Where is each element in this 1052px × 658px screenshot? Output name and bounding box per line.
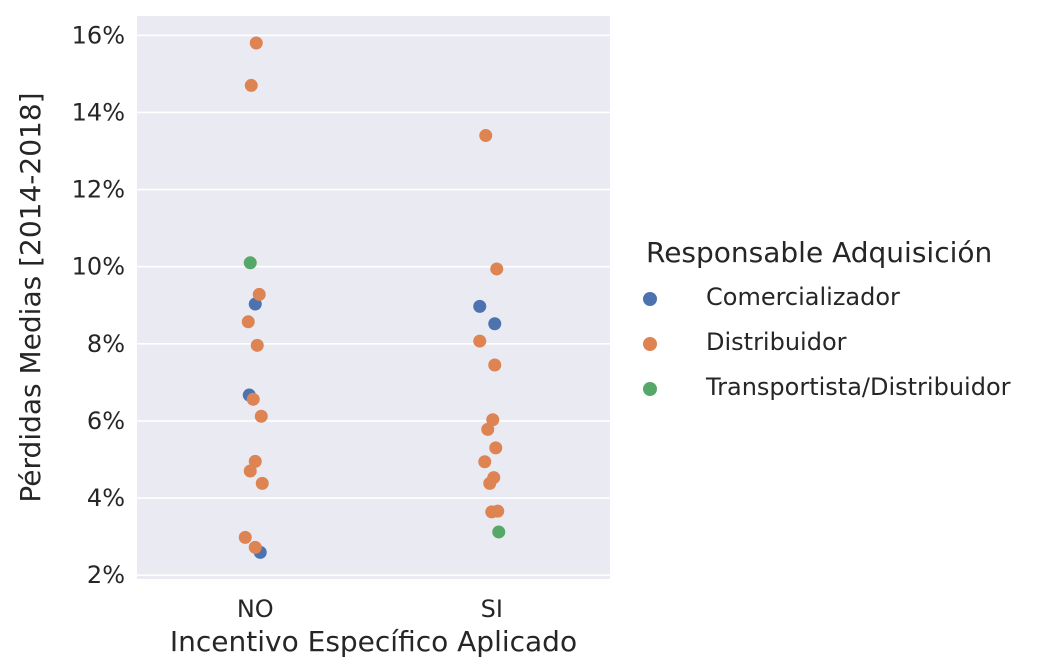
data-point <box>473 334 487 348</box>
y-tick-label: 4% <box>87 484 125 512</box>
y-tick-labels: 2% 4% 6% 8% 10% 12% 14% 16% <box>72 21 125 589</box>
data-point <box>485 505 499 519</box>
data-point <box>483 476 497 490</box>
data-point <box>248 454 262 468</box>
legend-marker <box>643 337 657 351</box>
data-point <box>250 338 264 352</box>
legend-label: Distribuidor <box>706 328 847 356</box>
y-tick-label: 2% <box>87 561 125 589</box>
y-tick-label: 10% <box>72 253 125 281</box>
x-axis-label: Incentivo Específico Aplicado <box>170 625 577 658</box>
legend-title: Responsable Adquisición <box>646 236 992 269</box>
data-point <box>244 78 258 92</box>
data-point <box>243 256 257 270</box>
plot-background <box>137 16 610 579</box>
data-point <box>241 315 255 329</box>
data-point <box>479 129 493 143</box>
y-tick-label: 8% <box>87 330 125 358</box>
data-point <box>246 392 260 406</box>
data-point <box>255 476 269 490</box>
data-point <box>249 36 263 50</box>
data-point <box>486 413 500 427</box>
legend-items: Comercializador Distribuidor Transportista… <box>643 283 1011 401</box>
data-point <box>481 422 495 436</box>
x-tick-label: NO <box>237 595 274 623</box>
data-point <box>254 409 268 423</box>
legend: Responsable Adquisición Comercializador D… <box>643 236 1011 401</box>
data-point <box>252 287 266 301</box>
data-point <box>488 358 502 372</box>
legend-marker <box>643 382 657 396</box>
data-point <box>488 317 502 331</box>
y-tick-label: 12% <box>72 176 125 204</box>
y-axis-label: Pérdidas Medias [2014-2018] <box>14 92 47 502</box>
grid-lines <box>137 34 610 576</box>
y-tick-label: 6% <box>87 407 125 435</box>
y-tick-label: 14% <box>72 98 125 126</box>
x-tick-label: SI <box>481 595 503 623</box>
data-point <box>492 525 506 539</box>
data-point <box>490 262 504 276</box>
data-point <box>478 455 492 469</box>
legend-marker <box>643 292 657 306</box>
data-point <box>248 540 262 554</box>
y-tick-label: 16% <box>72 21 125 49</box>
legend-label: Comercializador <box>706 283 900 311</box>
data-point <box>473 299 487 313</box>
data-point <box>489 441 503 455</box>
x-tick-labels: NO SI <box>237 595 503 623</box>
data-points <box>238 36 506 559</box>
data-point <box>243 464 257 478</box>
legend-label: Transportista/Distribuidor <box>705 373 1011 401</box>
data-point <box>238 530 252 544</box>
